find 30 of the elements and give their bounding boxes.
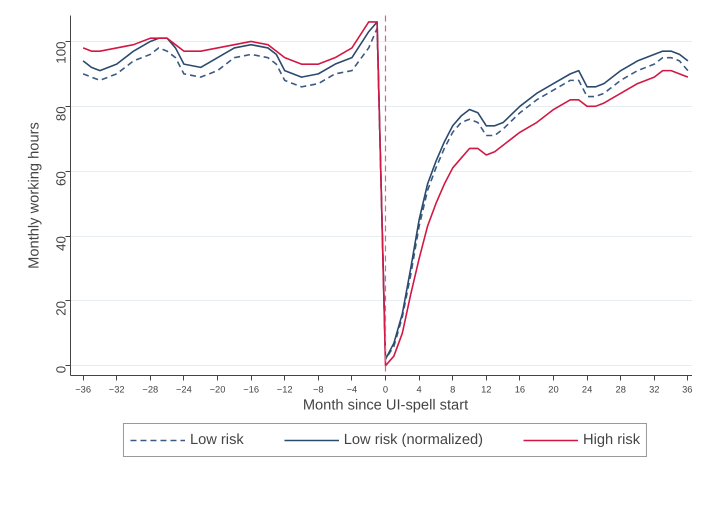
- x-tick-label: 4: [416, 384, 422, 394]
- x-tick-label: −24: [176, 384, 192, 394]
- y-tick-label: 80: [54, 106, 68, 122]
- x-tick-label: 0: [382, 384, 388, 394]
- x-tick-label: 16: [514, 384, 526, 394]
- legend-label: High risk: [583, 432, 640, 448]
- y-axis-title: Monthly working hours: [26, 122, 42, 269]
- y-tick-label: 20: [54, 300, 68, 316]
- x-tick-label: 24: [582, 384, 592, 394]
- x-tick-label: 12: [481, 384, 492, 394]
- x-tick-label: 32: [649, 384, 660, 394]
- legend-label: Low risk (normalized): [344, 432, 484, 448]
- x-tick-label: −32: [108, 384, 125, 394]
- x-tick-label: −12: [276, 384, 293, 394]
- legend-label: Low risk: [190, 432, 244, 448]
- x-tick-label: −8: [312, 384, 324, 394]
- x-tick-label: −16: [243, 384, 260, 394]
- x-tick-label: 36: [682, 384, 693, 394]
- y-tick-label: 0: [54, 366, 68, 374]
- x-tick-label: −4: [346, 384, 358, 394]
- y-tick-label: 60: [54, 171, 68, 186]
- x-tick-label: −28: [142, 384, 158, 394]
- x-tick-label: −20: [210, 384, 226, 394]
- y-tick-label: 100: [54, 41, 68, 64]
- x-tick-label: 8: [450, 384, 456, 394]
- x-axis-title: Month since UI-spell start: [302, 398, 468, 414]
- x-tick-label: −36: [75, 384, 92, 394]
- x-tick-label: 28: [616, 384, 626, 394]
- x-tick-label: 20: [548, 384, 559, 394]
- y-tick-label: 40: [54, 236, 68, 251]
